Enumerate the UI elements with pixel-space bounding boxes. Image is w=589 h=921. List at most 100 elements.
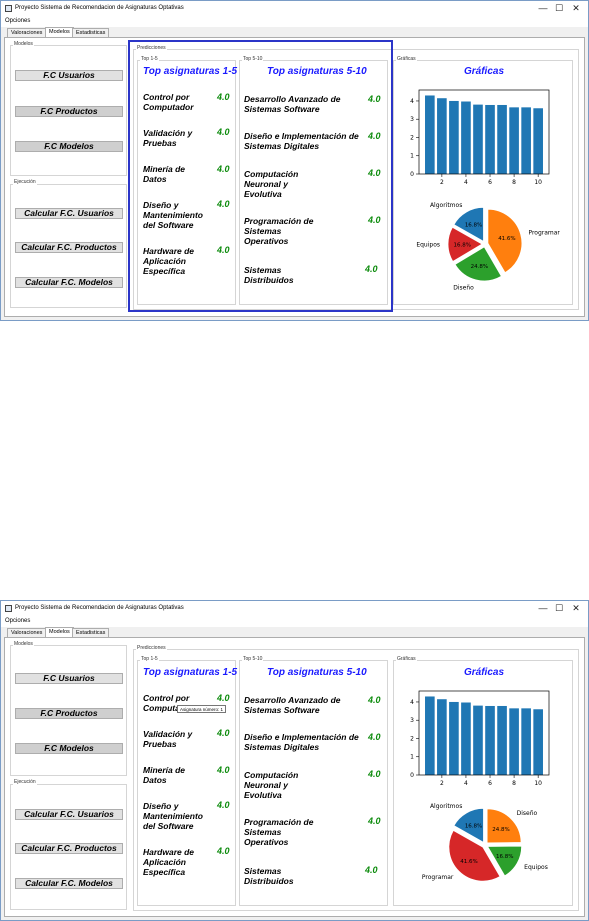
maximize-button[interactable]: ☐ (554, 603, 564, 613)
calcular-fc-usuarios-button[interactable]: Calcular F.C. Usuarios (15, 208, 123, 219)
bar (461, 101, 471, 174)
pie-slice (454, 246, 502, 282)
subject-1-score: 4.0 (217, 693, 230, 703)
top-1-5-header: Top asignaturas 1-5 (143, 66, 238, 77)
maximize-button[interactable]: ☐ (554, 3, 564, 13)
bar-chart: 0 1 2 3 4 2 4 6 8 10 (410, 89, 550, 186)
app-window: Proyecto Sistema de Recomendacion de Asi… (0, 600, 589, 921)
x-tick-label: 8 (512, 780, 516, 787)
fc-productos-button[interactable]: F.C Productos (15, 106, 123, 117)
menu-opciones[interactable]: Opciones (5, 618, 31, 624)
fc-productos-button[interactable]: F.C Productos (15, 708, 123, 719)
fc-usuarios-button[interactable]: F.C Usuarios (15, 673, 123, 684)
x-tick-label: 2 (440, 179, 444, 186)
graficas-header: Gráficas (464, 66, 505, 77)
pie-pct-label: 24.8% (471, 264, 488, 270)
bar (449, 701, 459, 775)
bar (485, 104, 495, 174)
subject-2-score: 4.0 (217, 728, 230, 738)
tab-estadisticas[interactable]: Estadisticas (72, 28, 110, 37)
tab-valoraciones[interactable]: Valoraciones (7, 28, 47, 37)
y-tick-label: 3 (410, 717, 414, 724)
plot-frame (418, 690, 550, 776)
close-button[interactable]: ✕ (572, 603, 580, 613)
tab-modelos[interactable]: Modelos (45, 27, 74, 37)
subject-5-name: Hardware de Aplicación Específica (143, 847, 195, 877)
group-predicciones (133, 49, 579, 310)
bar (485, 705, 495, 775)
bar (437, 98, 447, 174)
minimize-button[interactable]: — (538, 603, 548, 613)
group-top-1-5-label: Top 1-5 (140, 56, 159, 62)
tab-valoraciones[interactable]: Valoraciones (7, 628, 47, 637)
pie-slice (447, 226, 483, 263)
subject-9-score: 4.0 (368, 215, 381, 225)
title-bar[interactable]: Proyecto Sistema de Recomendacion de Asi… (1, 601, 588, 616)
subject-3-score: 4.0 (217, 164, 230, 174)
subject-4-name: Diseño y Mantenimiento del Software (143, 801, 203, 831)
x-tick-label: 4 (464, 780, 468, 787)
title-bar[interactable]: Proyecto Sistema de Recomendacion de Asi… (1, 1, 588, 16)
group-graficas (393, 660, 573, 906)
group-graficas (393, 60, 573, 305)
group-graficas-label: Gráficas (396, 56, 417, 62)
subject-6-name: Desarrollo Avanzado de Sistemas Software (244, 695, 341, 715)
close-button[interactable]: ✕ (572, 3, 580, 13)
group-top-1-5 (137, 60, 236, 305)
subject-6-name: Desarrollo Avanzado de Sistemas Software (244, 94, 341, 114)
bar (533, 108, 543, 174)
subject-5-score: 4.0 (217, 245, 230, 255)
menu-bar: Opciones (1, 616, 588, 627)
top-5-10-header: Top asignaturas 5-10 (267, 667, 367, 678)
pie-category-label: Equipos (416, 242, 440, 249)
menu-opciones[interactable]: Opciones (5, 18, 31, 24)
pie-slice (486, 808, 522, 844)
pie-pct-label: 16.8% (465, 823, 482, 829)
group-modelos (10, 645, 127, 776)
calcular-fc-modelos-button[interactable]: Calcular F.C. Modelos (15, 277, 123, 288)
group-predicciones-label: Predicciones (136, 45, 167, 51)
pie-slice (453, 207, 484, 243)
fc-modelos-button[interactable]: F.C Modelos (15, 743, 123, 754)
tab-estadisticas[interactable]: Estadisticas (72, 628, 110, 637)
x-tick-label: 10 (534, 179, 542, 186)
subject-2-name: Validación y Pruebas (143, 729, 193, 749)
tab-modelos[interactable]: Modelos (45, 627, 74, 637)
pie-category-label: Diseño (453, 285, 474, 292)
fc-usuarios-button[interactable]: F.C Usuarios (15, 70, 123, 81)
group-predicciones (133, 649, 579, 911)
bar (533, 709, 543, 775)
calcular-fc-productos-button[interactable]: Calcular F.C. Productos (15, 843, 123, 854)
bar (473, 104, 483, 174)
bar (509, 708, 519, 775)
subject-7-name: Diseño e Implementación de Sistemas Digi… (244, 131, 359, 151)
calcular-fc-productos-button[interactable]: Calcular F.C. Productos (15, 242, 123, 253)
plot-frame (418, 89, 550, 175)
group-top-5-10 (239, 60, 388, 305)
pie-slice (448, 829, 501, 882)
x-tick-label: 8 (512, 179, 516, 186)
calcular-fc-modelos-button[interactable]: Calcular F.C. Modelos (15, 878, 123, 889)
bar (509, 107, 519, 174)
group-graficas-label: Gráficas (396, 656, 417, 662)
subject-3-name: Minería de Datos (143, 765, 186, 785)
subject-1-name: Control por Computador (143, 693, 194, 713)
bar (461, 702, 471, 775)
bar (497, 104, 507, 174)
subject-3-score: 4.0 (217, 765, 230, 775)
subject-7-score: 4.0 (368, 732, 381, 742)
subject-5-score: 4.0 (217, 846, 230, 856)
pie-category-label: Programar (422, 874, 454, 881)
bar (473, 705, 483, 775)
group-top-1-5-label: Top 1-5 (140, 656, 159, 662)
tab-panel-modelos: Modelos F.C Usuarios F.C Productos F.C M… (4, 637, 585, 917)
minimize-button[interactable]: — (538, 3, 548, 13)
y-tick-label: 1 (410, 153, 414, 160)
group-top-5-10-label: Top 5-10 (242, 56, 264, 62)
menu-bar: Opciones (1, 16, 588, 27)
x-tick-label: 6 (488, 780, 492, 787)
fc-modelos-button[interactable]: F.C Modelos (15, 141, 123, 152)
calcular-fc-usuarios-button[interactable]: Calcular F.C. Usuarios (15, 809, 123, 820)
pie-pct-label: 41.6% (498, 236, 515, 242)
subject-6-score: 4.0 (368, 94, 381, 104)
